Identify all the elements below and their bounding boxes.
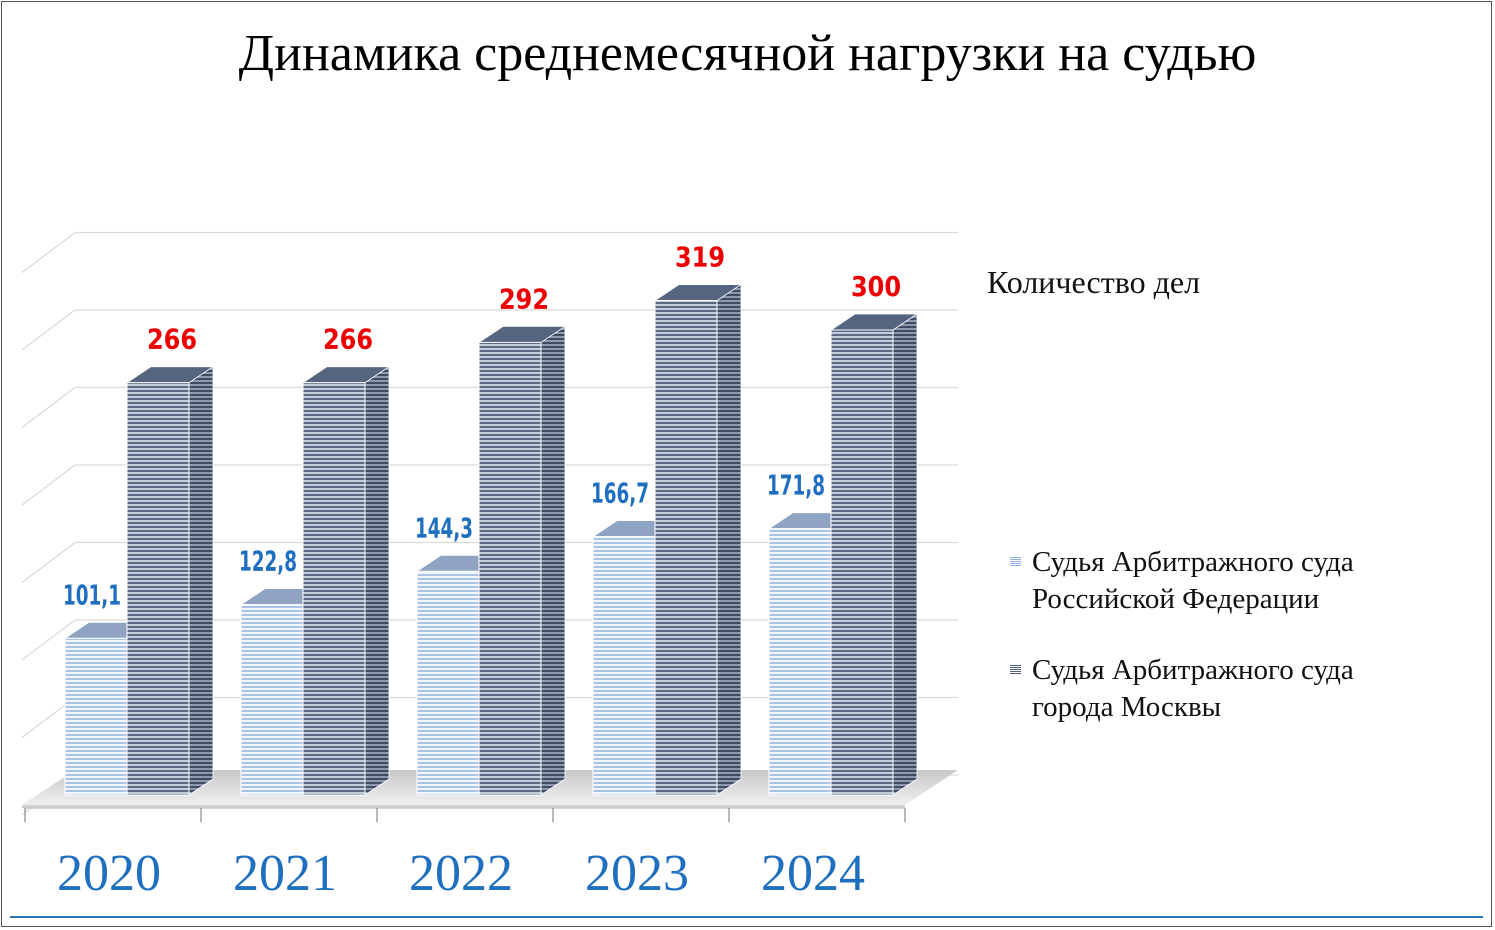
gridline-side: [21, 464, 76, 506]
data-label: 266: [147, 323, 197, 356]
bar-side: [716, 283, 742, 796]
bar: [592, 536, 656, 796]
legend-swatch-moscow: [1010, 664, 1021, 675]
x-tick-label: 2022: [409, 845, 513, 902]
bar-side: [188, 365, 214, 796]
x-tick-label: 2021: [233, 845, 337, 902]
x-tick-label: 2023: [585, 845, 689, 902]
legend-swatch-russia: [1010, 556, 1021, 567]
data-label: 319: [675, 241, 725, 274]
bar: [302, 382, 366, 796]
x-axis: 2020 2021 2022 2023 2024: [24, 807, 906, 902]
legend-label-moscow: Судья Арбитражного суда города Москвы: [1032, 654, 1354, 723]
bottom-rule: [10, 916, 1483, 918]
data-label: 101,1: [63, 578, 121, 611]
chart-title: Динамика среднемесячной нагрузки на судь…: [238, 25, 1257, 82]
gridline-side: [21, 619, 76, 661]
bar-side: [540, 325, 566, 796]
data-labels: 101,1 266 122,8 266 144,3 292 166,7 319 171,8 300: [63, 241, 901, 612]
gridline-side: [21, 387, 76, 428]
bar: [830, 329, 894, 796]
bar-side: [364, 365, 390, 796]
bar-side: [892, 313, 918, 796]
gridline-side: [21, 542, 76, 583]
data-label: 171,8: [767, 469, 825, 502]
bar: [478, 341, 542, 796]
data-label: 144,3: [415, 511, 473, 544]
x-tick-label: 2024: [761, 845, 865, 902]
bar: [768, 528, 832, 796]
data-label: 266: [323, 323, 373, 356]
bar: [654, 300, 718, 796]
bar: [64, 637, 128, 796]
legend-label-russia: Судья Арбитражного суда Российской Федер…: [1032, 546, 1354, 615]
bar: [240, 604, 304, 796]
data-label: 300: [851, 270, 901, 303]
gridline-side: [21, 232, 76, 273]
gridline-side: [21, 309, 76, 351]
legend-item-russia: Судья Арбитражного суда Российской Федер…: [1008, 544, 1478, 618]
x-tick-label: 2020: [57, 845, 161, 902]
bar: [126, 382, 190, 796]
data-label: 292: [499, 282, 549, 315]
bar: [416, 570, 480, 796]
y-axis-label: Количество дел: [987, 264, 1201, 300]
legend: Судья Арбитражного суда Российской Федер…: [1008, 544, 1478, 760]
legend-item-moscow: Судья Арбитражного суда города Москвы: [1008, 652, 1478, 726]
data-label: 122,8: [239, 545, 297, 578]
bars: [63, 283, 919, 796]
data-label: 166,7: [591, 477, 649, 510]
